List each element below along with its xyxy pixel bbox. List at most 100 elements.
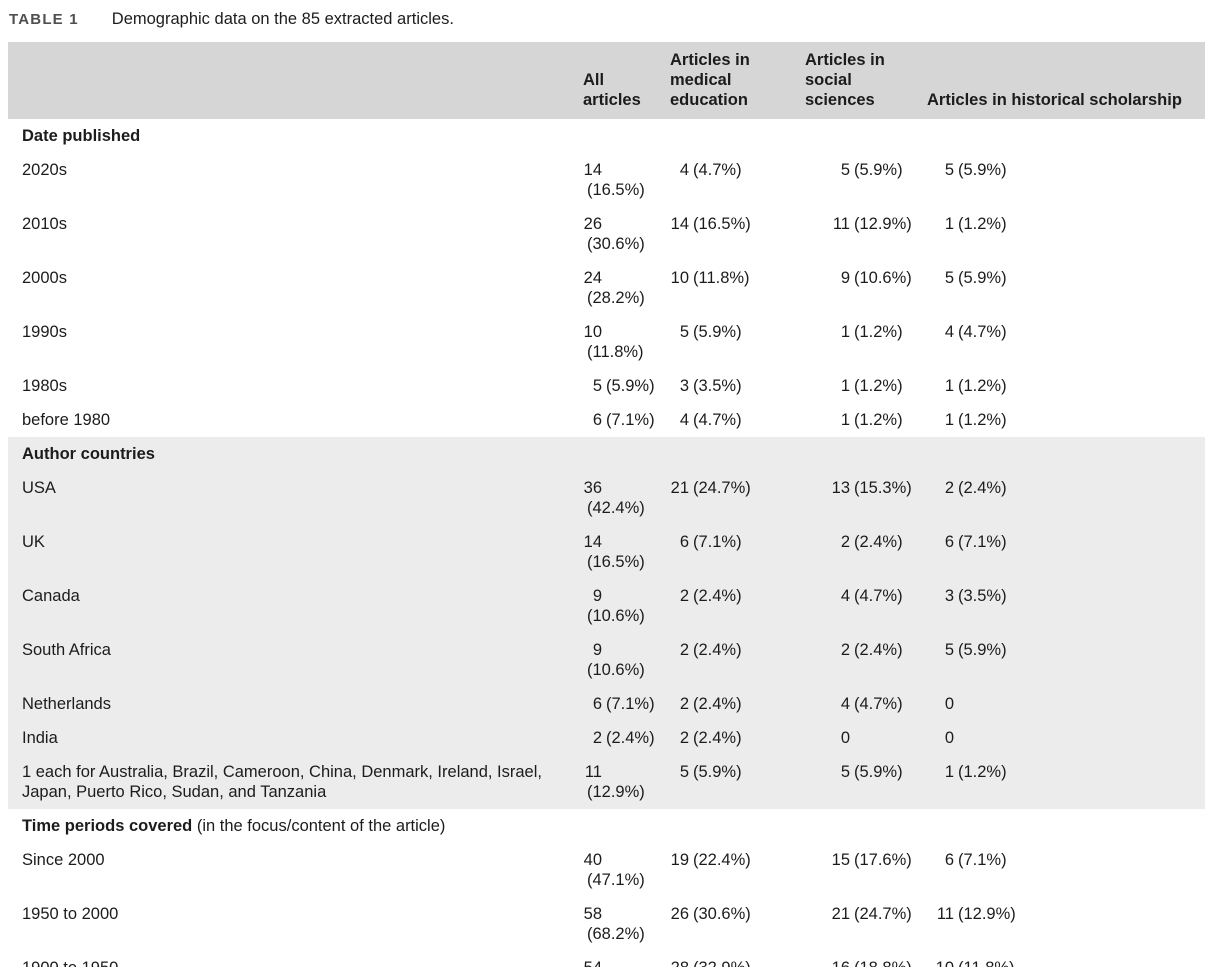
section-title-cell: Date published (8, 119, 578, 153)
empty-cell (922, 809, 1205, 843)
table-row: India 2 (2.4%) 2 (2.4%) 0 0 (8, 721, 1205, 755)
column-header-historical-scholarship: Articles in historical scholarship (922, 42, 1205, 119)
value-cell: 6 (7.1%) (665, 525, 800, 579)
value-cell: 0 (922, 687, 1205, 721)
value-cell: 10 (11.8%) (922, 951, 1205, 967)
count-value: 54 (583, 958, 602, 967)
count-value: 2 (679, 695, 689, 713)
count-value: 26 (583, 215, 602, 233)
count-value: 15 (831, 851, 850, 869)
percent-value: (10.6%) (587, 607, 645, 625)
count-value: 3 (679, 377, 689, 395)
value-cell: 5 (5.9%) (665, 315, 800, 369)
count-value: 1 (840, 323, 850, 341)
empty-cell (800, 809, 922, 843)
percent-value: (3.5%) (693, 377, 742, 395)
percent-value: (2.4%) (854, 641, 903, 659)
column-header-medical-education: Articles in medical education (665, 42, 800, 119)
count-value: 1 (944, 411, 954, 429)
empty-cell (665, 809, 800, 843)
count-value: 2 (679, 641, 689, 659)
percent-value: (4.7%) (958, 323, 1007, 341)
percent-value: (12.9%) (854, 215, 912, 233)
row-label: 1980s (22, 377, 67, 395)
percent-value: (11.8%) (958, 959, 1015, 967)
empty-cell (800, 119, 922, 153)
table-row: 1990s 10(11.8%) 5 (5.9%) 1 (1.2%) 4 (4.7%) (8, 315, 1205, 369)
count-value: 6 (679, 533, 689, 551)
count-value: 21 (831, 905, 850, 923)
percent-value: (1.2%) (958, 763, 1007, 781)
row-label: 1990s (22, 323, 67, 341)
count-value: 10 (670, 269, 689, 287)
count-value: 58 (583, 905, 602, 923)
percent-value: (5.9%) (854, 161, 903, 179)
value-cell: 1 (1.2%) (922, 369, 1205, 403)
table-row: UK 14(16.5%) 6 (7.1%) 2 (2.4%) 6 (7.1%) (8, 525, 1205, 579)
value-cell: 14 (16.5%) (578, 153, 665, 207)
row-label: India (8, 721, 578, 755)
column-header-row: All articles Articles in medical educati… (8, 42, 1205, 119)
value-cell: 11(12.9%) (922, 897, 1205, 951)
table-row: 1980s 5 (5.9%) 3 (3.5%) 1 (1.2%) 1 (1.2%) (8, 369, 1205, 403)
value-cell: 5 (5.9%) (800, 153, 922, 207)
count-value: 3 (944, 587, 954, 605)
value-cell: 1 (1.2%) (800, 369, 922, 403)
count-value: 4 (840, 587, 850, 605)
value-cell: 6 (7.1%) (922, 843, 1205, 897)
value-cell: 58 (68.2%) (578, 897, 665, 951)
percent-value: (47.1%) (587, 871, 645, 889)
percent-value: (22.4%) (693, 851, 751, 869)
count-value: 6 (944, 533, 954, 551)
count-value: 13 (831, 479, 850, 497)
percent-value: (5.9%) (958, 269, 1007, 287)
value-cell: 24 (28.2%) (578, 261, 665, 315)
count-value: 14 (670, 215, 689, 233)
value-cell: 0 (800, 721, 922, 755)
count-value: 2 (592, 729, 602, 747)
count-value: 1 (944, 763, 954, 781)
section-title-suffix: (in the focus/content of the article) (192, 817, 446, 835)
value-cell: 2 (2.4%) (578, 721, 665, 755)
table-row: before 1980 6 (7.1%) 4 (4.7%) 1 (1.2%) 1 (1.2%) (8, 403, 1205, 437)
percent-value: (7.1%) (958, 533, 1007, 551)
count-value: 2 (840, 641, 850, 659)
table-row: 1950 to 2000 58(68.2%) 26 (30.6%) 21 (24.7%) 1… (8, 897, 1205, 951)
row-label: 2020s (22, 161, 67, 179)
value-cell: 5 (5.9%) (922, 261, 1205, 315)
percent-value: (1.2%) (854, 377, 903, 395)
percent-value: (2.4%) (693, 641, 742, 659)
count-value: 5 (944, 269, 954, 287)
percent-value: (30.6%) (587, 235, 645, 253)
empty-cell (578, 809, 665, 843)
count-value: 0 (840, 729, 850, 747)
percent-value: (4.7%) (693, 161, 742, 179)
percent-value: (1.2%) (958, 411, 1007, 429)
percent-value: (24.7%) (854, 905, 912, 923)
value-cell: 13 (15.3%) (800, 471, 922, 525)
count-value: 19 (670, 851, 689, 869)
count-value: 5 (592, 377, 602, 395)
row-label: 1950 to 2000 (22, 905, 119, 923)
value-cell: 4 (4.7%) (800, 687, 922, 721)
count-value: 1 (944, 215, 954, 233)
percent-value: (18.8%) (854, 959, 912, 967)
percent-value: (16.5%) (587, 553, 645, 571)
percent-value: (1.2%) (958, 377, 1007, 395)
count-value: 10 (935, 958, 954, 967)
row-label: before 1980 (22, 411, 111, 429)
count-value: 5 (679, 323, 689, 341)
count-value: 5 (944, 641, 954, 659)
count-value: 9 (592, 587, 602, 605)
section-title-cell: Time periods covered (in the focus/conte… (8, 809, 578, 843)
table-row: Canada 9(10.6%) 2 (2.4%) 4 (4.7%) 3 (3.5%) (8, 579, 1205, 633)
table-row: 2010s 26(30.6%) 14 (16.5%) 11 (12.9%) 1 (1.2%) (8, 207, 1205, 261)
row-label: 2000s (22, 269, 67, 287)
value-cell: 15 (17.6%) (800, 843, 922, 897)
count-value: 5 (944, 161, 954, 179)
count-value: 9 (840, 269, 850, 287)
percent-value: (3.5%) (958, 587, 1007, 605)
value-cell: 5 (5.9%) (922, 153, 1205, 207)
count-value: 5 (840, 161, 850, 179)
percent-value: (12.9%) (587, 783, 645, 801)
